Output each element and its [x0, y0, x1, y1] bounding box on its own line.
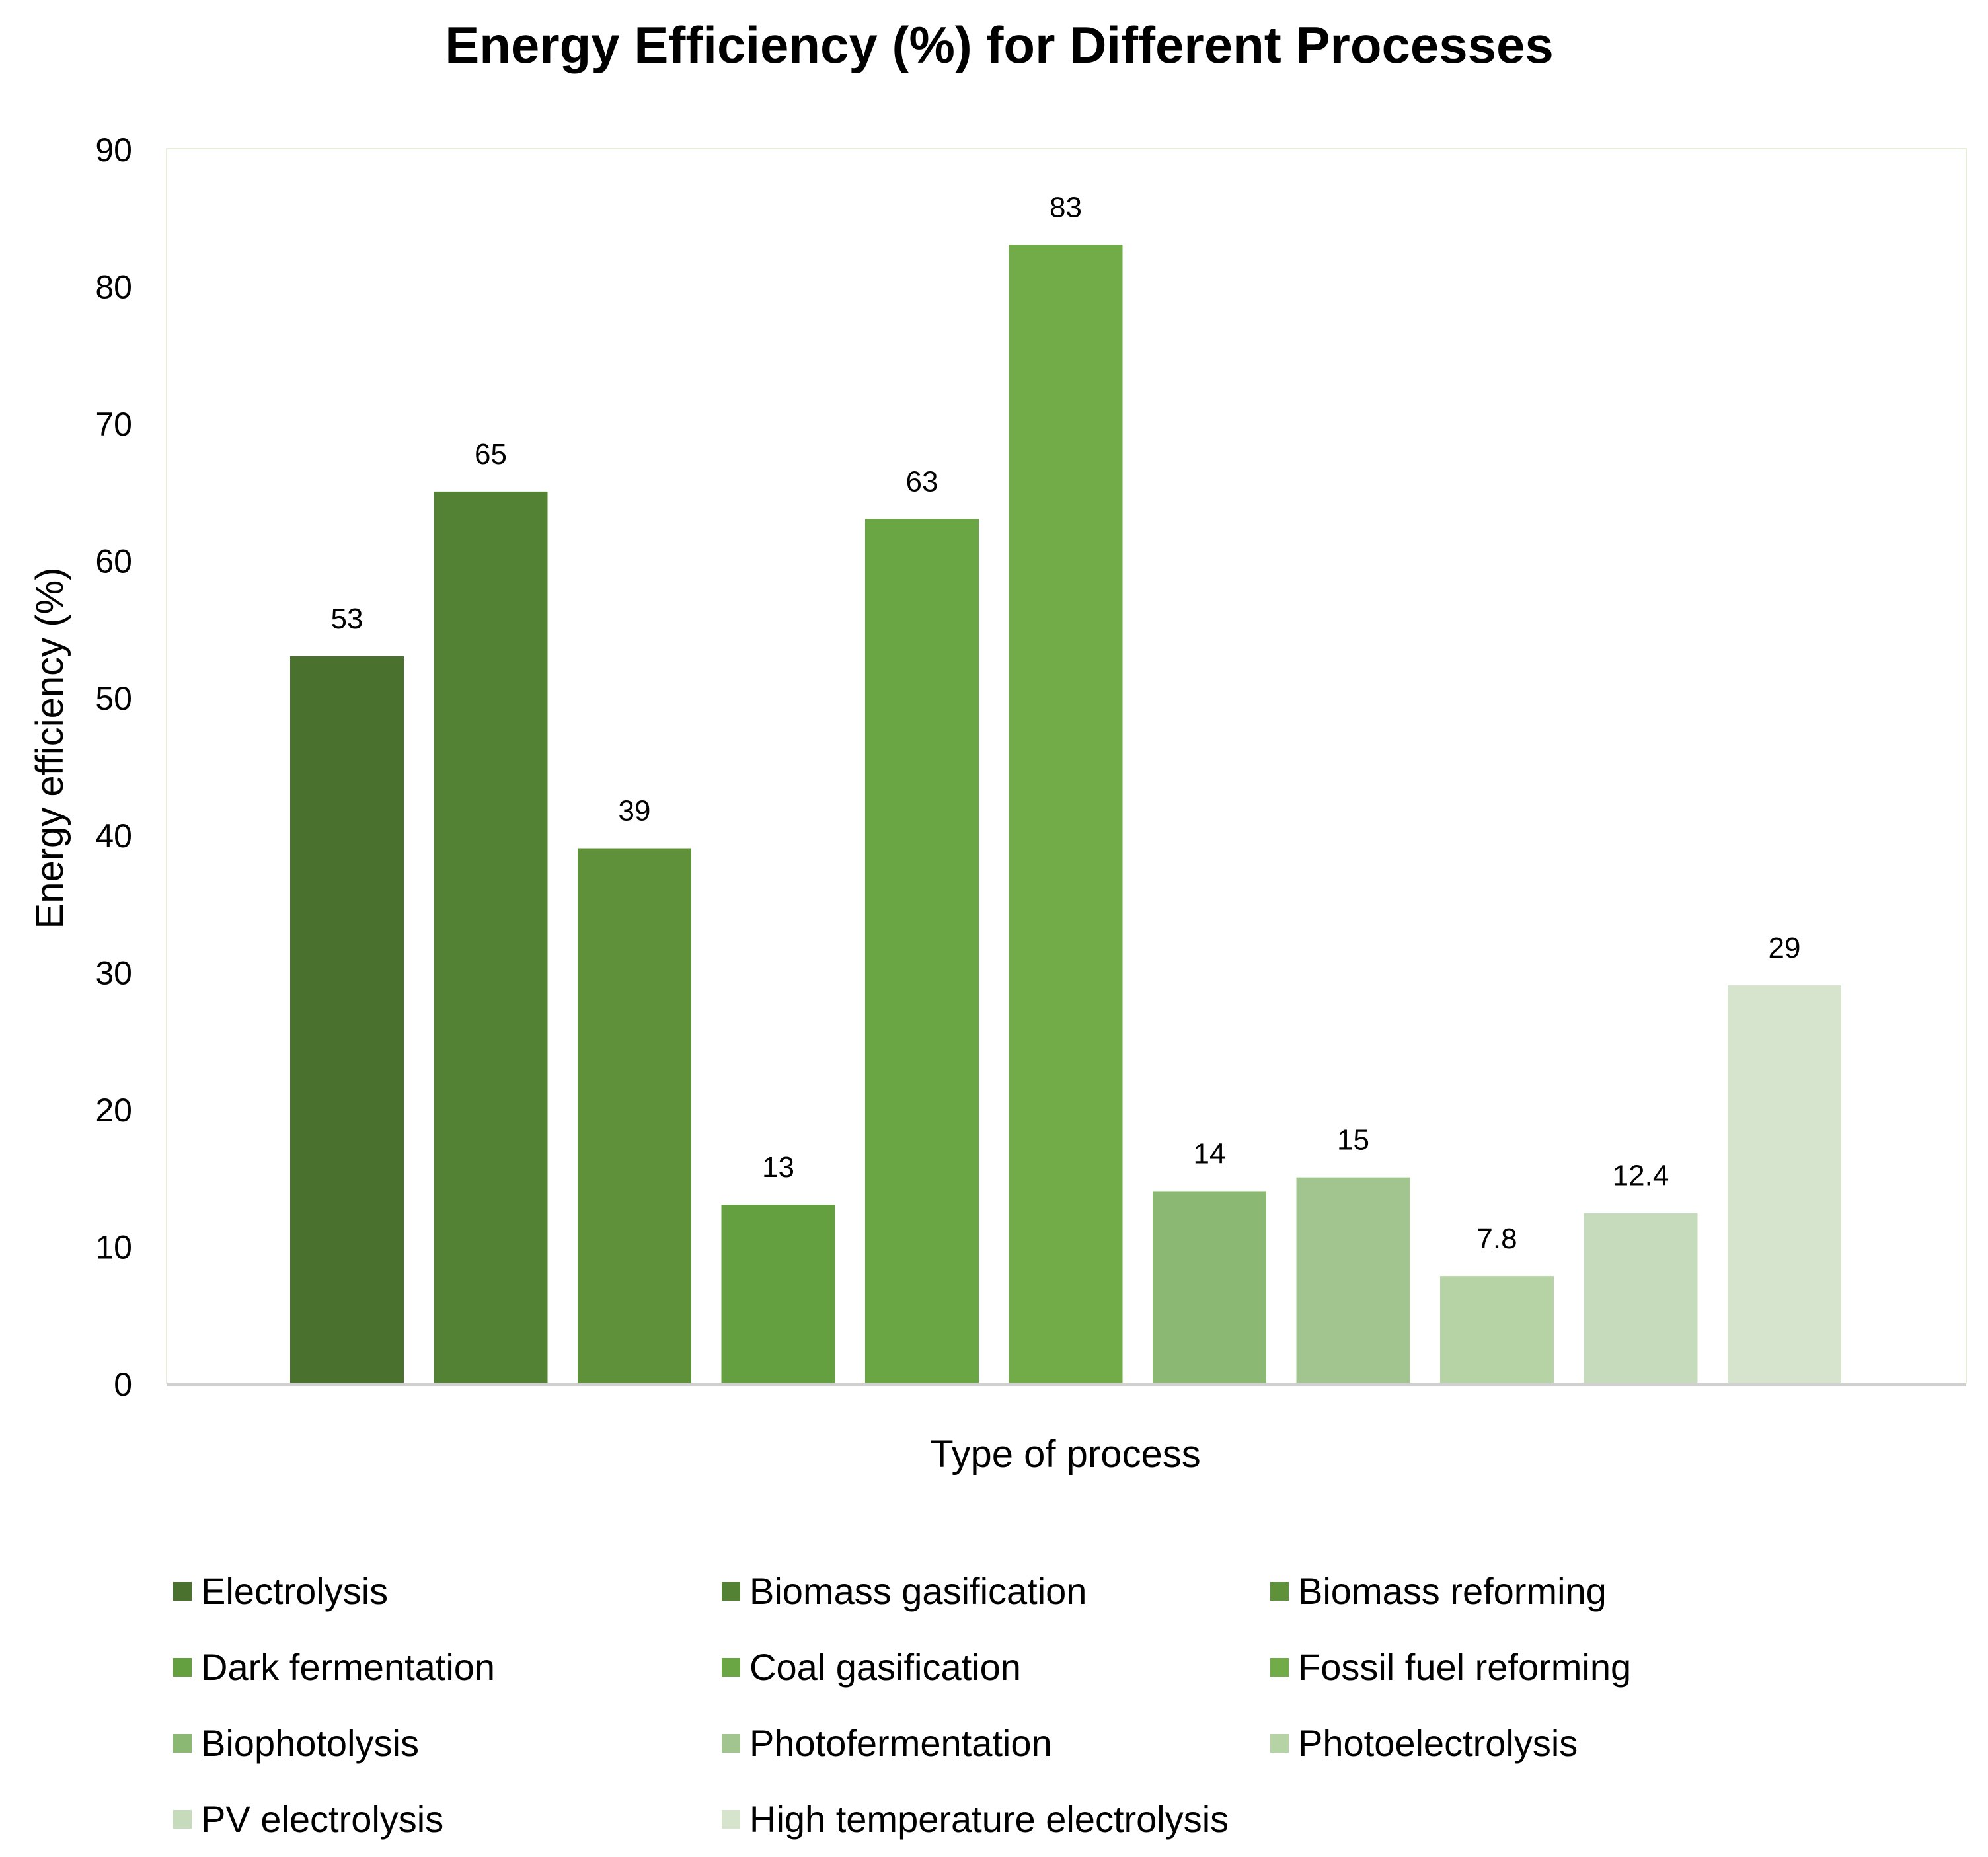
legend-item: PV electrolysis: [173, 1781, 722, 1857]
y-tick-label: 30: [95, 954, 132, 991]
legend-swatch: [722, 1657, 740, 1677]
data-label: 15: [1337, 1124, 1369, 1156]
data-label: 7.8: [1476, 1223, 1517, 1255]
y-tick-label: 50: [95, 680, 132, 717]
y-tick-label: 20: [95, 1092, 132, 1129]
legend-label: Biomass gasification: [749, 1570, 1087, 1612]
legend-item: Fossil fuel reforming: [1270, 1629, 1819, 1705]
legend-label: Photofermentation: [749, 1722, 1052, 1764]
data-label: 29: [1769, 932, 1801, 964]
legend-item: Biophotolysis: [173, 1705, 722, 1781]
legend-item: Biomass gasification: [722, 1553, 1270, 1629]
data-label: 83: [1050, 191, 1082, 223]
legend-label: Dark fermentation: [201, 1646, 496, 1688]
legend-label: Biophotolysis: [201, 1722, 419, 1764]
legend-swatch: [722, 1733, 740, 1753]
data-label: 12.4: [1613, 1160, 1669, 1192]
bar-photofermentation: [1296, 1177, 1410, 1383]
legend-swatch: [722, 1809, 740, 1829]
bar-dark-fermentation: [721, 1205, 835, 1383]
bar-biophotolysis: [1153, 1191, 1266, 1383]
legend-item: High temperature electrolysis: [722, 1781, 1270, 1857]
legend-item: Coal gasification: [722, 1629, 1270, 1705]
x-axis-label: Type of process: [930, 1433, 1200, 1476]
bar-pv-electrolysis: [1584, 1213, 1698, 1383]
legend-swatch: [173, 1733, 192, 1753]
legend-item: Photofermentation: [722, 1705, 1270, 1781]
y-tick-label: 40: [95, 817, 132, 854]
legend-swatch: [1270, 1581, 1289, 1601]
bar-coal-gasification: [865, 519, 979, 1383]
y-tick-label: 10: [95, 1229, 132, 1266]
legend-label: Electrolysis: [201, 1570, 389, 1612]
legend-swatch: [173, 1581, 192, 1601]
chart-title: Energy Efficiency (%) for Different Proc…: [445, 16, 1554, 74]
y-axis-label: Energy efficiency (%): [28, 568, 71, 929]
data-label: 65: [475, 438, 507, 471]
legend-swatch: [173, 1809, 192, 1829]
bar-fossil-fuel-reforming: [1009, 245, 1123, 1384]
legend-swatch: [1270, 1657, 1289, 1677]
legend-label: PV electrolysis: [201, 1798, 444, 1840]
legend-item: Electrolysis: [173, 1553, 722, 1629]
bar-biomass-gasification: [434, 491, 548, 1383]
legend-item: Photoelectrolysis: [1270, 1705, 1819, 1781]
legend-label: Coal gasification: [749, 1646, 1021, 1688]
legend-item: Dark fermentation: [173, 1629, 722, 1705]
bar-photoelectrolysis: [1440, 1276, 1554, 1383]
data-label: 39: [619, 795, 651, 827]
y-tick-label: 0: [114, 1366, 132, 1403]
data-label: 53: [331, 603, 363, 635]
bar-high-temperature-electrolysis: [1728, 985, 1841, 1383]
legend-label: Biomass reforming: [1298, 1570, 1607, 1612]
legend-swatch: [1270, 1733, 1289, 1753]
y-tick-label: 60: [95, 543, 132, 580]
data-label: 13: [762, 1151, 794, 1184]
bar-electrolysis: [290, 656, 404, 1383]
data-label: 63: [906, 465, 938, 498]
y-tick-label: 70: [95, 406, 132, 443]
legend-label: Photoelectrolysis: [1298, 1722, 1578, 1764]
y-tick-label: 90: [95, 132, 132, 169]
legend-swatch: [722, 1581, 740, 1601]
legend-label: Fossil fuel reforming: [1298, 1646, 1632, 1688]
plot-area: 0 10 20 30 40 50 60 70 80 90 53 65 39 13 63 83 14 15 7.8 12…: [95, 132, 1967, 1403]
data-label: 14: [1194, 1137, 1226, 1170]
y-tick-label: 80: [95, 269, 132, 306]
legend-swatch: [173, 1657, 192, 1677]
legend-item: Biomass reforming: [1270, 1553, 1819, 1629]
legend-label: High temperature electrolysis: [749, 1798, 1229, 1840]
bar-biomass-reforming: [578, 848, 691, 1383]
legend: Electrolysis Biomass gasification Biomass …: [173, 1553, 1892, 1840]
